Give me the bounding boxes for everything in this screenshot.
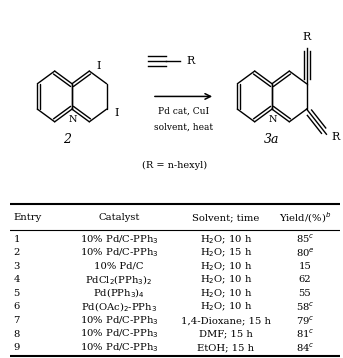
Text: 10% Pd/C-PPh$_3$: 10% Pd/C-PPh$_3$ xyxy=(80,246,158,259)
Text: 85$^c$: 85$^c$ xyxy=(296,233,314,246)
Text: 15: 15 xyxy=(298,262,311,271)
Text: Entry: Entry xyxy=(14,213,42,222)
Text: 62: 62 xyxy=(299,275,311,284)
Text: N: N xyxy=(69,115,77,124)
Text: 58$^c$: 58$^c$ xyxy=(296,301,314,313)
Text: Catalyst: Catalyst xyxy=(98,213,140,222)
Text: H$_2$O; 10 h: H$_2$O; 10 h xyxy=(200,301,252,313)
Text: EtOH; 15 h: EtOH; 15 h xyxy=(198,343,255,352)
Text: 10% Pd/C-PPh$_3$: 10% Pd/C-PPh$_3$ xyxy=(80,328,158,340)
Text: Pd cat, CuI: Pd cat, CuI xyxy=(158,107,209,116)
Text: Yield/(%)$^b$: Yield/(%)$^b$ xyxy=(279,211,331,225)
Text: H$_2$O; 10 h: H$_2$O; 10 h xyxy=(200,287,252,300)
Text: 80$^e$: 80$^e$ xyxy=(296,247,315,259)
Text: solvent, heat: solvent, heat xyxy=(154,122,213,131)
Text: 3a: 3a xyxy=(264,133,280,146)
Text: 3: 3 xyxy=(14,262,20,271)
Text: H$_2$O; 15 h: H$_2$O; 15 h xyxy=(200,246,252,259)
Text: 2: 2 xyxy=(14,248,20,257)
Text: 2: 2 xyxy=(63,133,71,146)
Text: 1,4-Dioxane; 15 h: 1,4-Dioxane; 15 h xyxy=(181,316,271,325)
Text: 10% Pd/C-PPh$_3$: 10% Pd/C-PPh$_3$ xyxy=(80,233,158,246)
Text: Pd(PPh$_3$)$_4$: Pd(PPh$_3$)$_4$ xyxy=(93,287,145,300)
Text: H$_2$O; 10 h: H$_2$O; 10 h xyxy=(200,233,252,246)
Text: Pd(OAc)$_2$-PPh$_3$: Pd(OAc)$_2$-PPh$_3$ xyxy=(81,300,157,314)
Text: 79$^c$: 79$^c$ xyxy=(296,314,314,327)
Text: I: I xyxy=(115,108,119,118)
Text: R: R xyxy=(303,32,311,42)
Text: (R = n-hexyl): (R = n-hexyl) xyxy=(142,160,208,170)
Text: 4: 4 xyxy=(14,275,20,284)
Text: 10% Pd/C-PPh$_3$: 10% Pd/C-PPh$_3$ xyxy=(80,314,158,327)
Text: 84$^c$: 84$^c$ xyxy=(296,342,314,354)
Text: R: R xyxy=(331,132,340,142)
Text: DMF; 15 h: DMF; 15 h xyxy=(199,330,253,339)
Text: R: R xyxy=(186,56,194,66)
Text: 55: 55 xyxy=(299,289,311,298)
Text: 9: 9 xyxy=(14,343,20,352)
Text: 8: 8 xyxy=(14,330,20,339)
Text: H$_2$O; 10 h: H$_2$O; 10 h xyxy=(200,260,252,272)
Text: PdCl$_2$(PPh$_3$)$_2$: PdCl$_2$(PPh$_3$)$_2$ xyxy=(85,273,153,287)
Text: 7: 7 xyxy=(14,316,20,325)
Text: 6: 6 xyxy=(14,303,20,311)
Text: N: N xyxy=(269,115,277,124)
Text: I: I xyxy=(96,61,100,71)
Text: 10% Pd/C: 10% Pd/C xyxy=(94,262,144,271)
Text: 10% Pd/C-PPh$_3$: 10% Pd/C-PPh$_3$ xyxy=(80,341,158,354)
Text: 5: 5 xyxy=(14,289,20,298)
Text: H$_2$O; 10 h: H$_2$O; 10 h xyxy=(200,274,252,286)
Text: 1: 1 xyxy=(14,235,20,244)
Text: Solvent; time: Solvent; time xyxy=(192,213,260,222)
Text: 81$^c$: 81$^c$ xyxy=(296,328,314,340)
